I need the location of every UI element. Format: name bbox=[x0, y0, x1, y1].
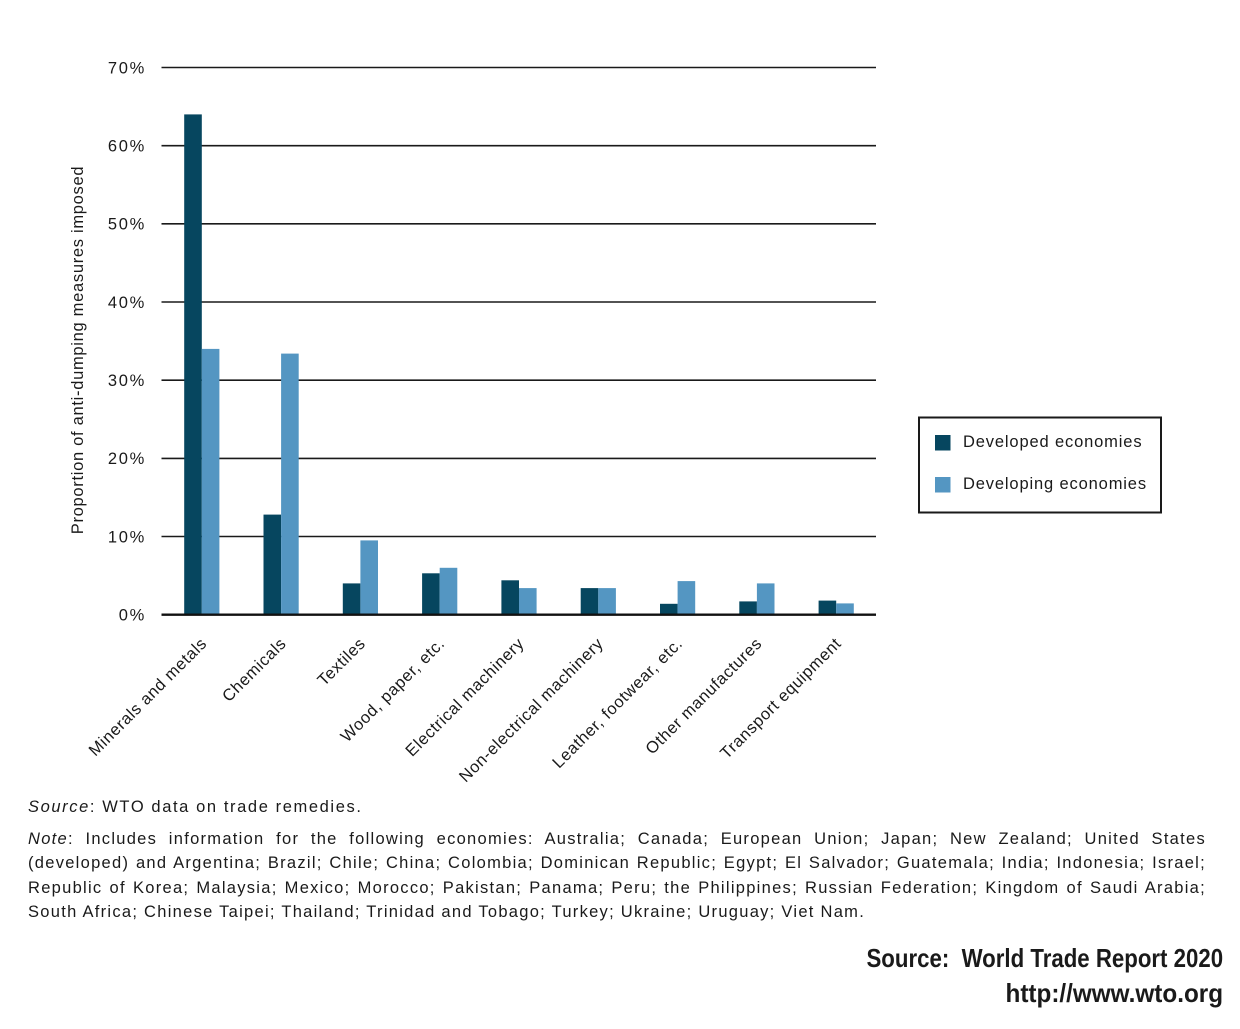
svg-text:Textiles: Textiles bbox=[314, 635, 369, 690]
svg-text:Non-electrical machinery: Non-electrical machinery bbox=[456, 634, 607, 785]
svg-text:50%: 50% bbox=[108, 216, 146, 234]
svg-text:Minerals and metals: Minerals and metals bbox=[85, 635, 210, 760]
svg-text:0%: 0% bbox=[119, 607, 146, 625]
svg-text:Chemicals: Chemicals bbox=[219, 635, 290, 706]
svg-text:40%: 40% bbox=[108, 294, 146, 312]
svg-text:Developing economies: Developing economies bbox=[963, 475, 1147, 493]
svg-text:10%: 10% bbox=[108, 528, 146, 546]
svg-text:70%: 70% bbox=[108, 59, 146, 77]
svg-text:Proportion of anti-dumping mea: Proportion of anti-dumping measures impo… bbox=[69, 166, 87, 535]
svg-text:60%: 60% bbox=[108, 138, 146, 156]
svg-text:Leather, footwear, etc.: Leather, footwear, etc. bbox=[549, 635, 686, 772]
svg-text:20%: 20% bbox=[108, 450, 146, 468]
svg-text:30%: 30% bbox=[108, 372, 146, 390]
svg-text:Developed economies: Developed economies bbox=[963, 433, 1142, 451]
